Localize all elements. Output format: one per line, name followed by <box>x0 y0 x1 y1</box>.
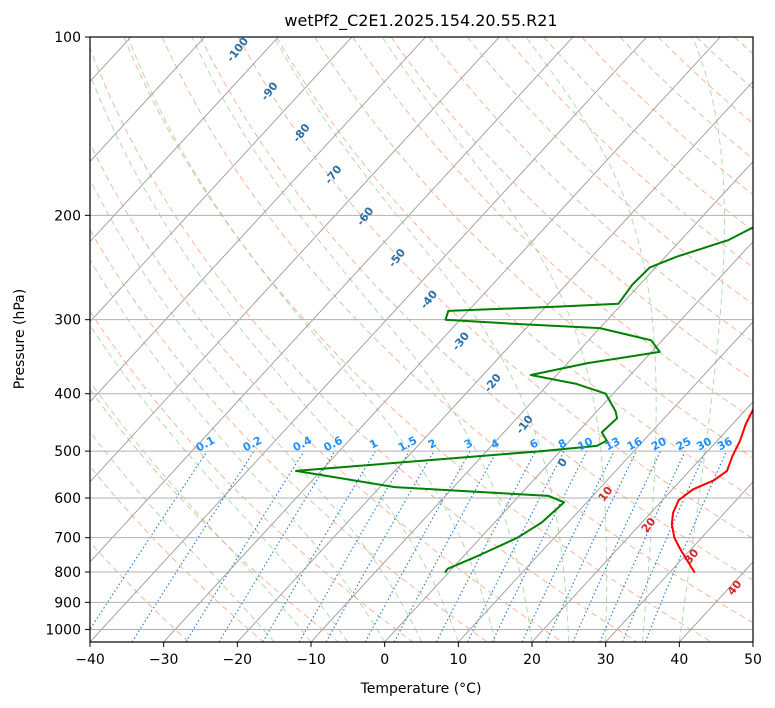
pressure-gridlines <box>90 37 753 630</box>
moist-adiabat <box>273 37 570 642</box>
dry-adiabat <box>390 37 753 381</box>
mixing-ratio-label: 16 <box>625 435 645 454</box>
y-tick-label: 300 <box>54 313 81 329</box>
dry-adiabat <box>199 37 753 581</box>
x-tick-label: 40 <box>670 652 688 668</box>
dry-adiabat <box>581 37 753 196</box>
isotherm-line <box>458 321 753 642</box>
dry-adiabat <box>543 37 753 232</box>
isotherm-line <box>605 481 753 642</box>
moist-adiabat <box>90 72 459 642</box>
moist-adiabat <box>90 178 422 642</box>
dry-adiabat <box>237 37 753 540</box>
isotherm-line <box>90 37 353 323</box>
chart-title: wetPf2_C2E1.2025.154.20.55.R21 <box>284 11 557 31</box>
dry-adiabat <box>428 37 753 343</box>
y-axis-label: Pressure (hPa) <box>12 289 28 389</box>
x-tick-label: −30 <box>149 652 179 668</box>
x-tick-label: 20 <box>523 652 541 668</box>
isotherm-line <box>90 37 500 483</box>
y-tick-label: 800 <box>54 565 81 581</box>
dry-adiabat <box>90 228 488 642</box>
mixing-ratio-line <box>185 450 305 642</box>
plot-frame <box>89 36 754 643</box>
mixing-ratio-label: 36 <box>715 435 735 454</box>
y-tick-label: 100 <box>54 30 81 46</box>
isotherm-line <box>90 37 574 563</box>
y-tick-label: 400 <box>54 387 81 403</box>
y-tick-label: 200 <box>54 208 81 224</box>
profile-series <box>295 226 753 573</box>
dry-adiabats <box>90 37 753 642</box>
dry-adiabat <box>352 37 753 420</box>
mixing-ratio-label: 20 <box>649 435 669 454</box>
isotherm-line <box>531 401 753 642</box>
mixing-ratio-label: 10 <box>575 435 595 454</box>
y-tick-label: 700 <box>54 531 81 547</box>
x-axis-ticks: −40 −30 −20 −10 0 10 20 30 40 50 <box>75 642 762 668</box>
x-tick-label: 0 <box>380 652 389 668</box>
mixing-ratio-line <box>218 450 336 642</box>
x-tick-label: 30 <box>597 652 615 668</box>
x-tick-label: −20 <box>223 652 253 668</box>
mixing-ratio-line <box>467 450 565 642</box>
x-tick-label: −10 <box>296 652 326 668</box>
mixing-ratio-line <box>599 450 686 642</box>
dry-adiabat <box>90 310 414 642</box>
isotherm-line <box>90 37 647 642</box>
dewpoint-profile-line <box>295 226 753 573</box>
isotherm-line <box>237 80 753 642</box>
mixing-ratio-line <box>393 450 498 642</box>
y-tick-label: 500 <box>54 444 81 460</box>
x-tick-label: 50 <box>744 652 762 668</box>
dry-adiabat <box>276 37 753 499</box>
plot-area: -100-90-80-70-60-50-40-30-20-10010203040… <box>90 37 753 642</box>
moist-adiabat <box>191 37 533 642</box>
mixing-ratio-line <box>364 450 471 642</box>
mixing-ratio-label: 25 <box>674 435 694 454</box>
y-tick-label: 600 <box>54 491 81 507</box>
y-axis-ticks: 100 200 300 400 500 600 700 800 900 1000 <box>45 30 90 638</box>
moist-adiabat <box>90 324 349 642</box>
x-tick-label: 10 <box>449 652 467 668</box>
isotherm-line <box>90 37 279 243</box>
temperature-profile-line <box>670 407 753 573</box>
skewed-isotherms <box>90 37 753 642</box>
dry-adiabat <box>161 37 753 624</box>
isotherm-line <box>163 37 721 642</box>
y-tick-label: 1000 <box>45 622 81 638</box>
isotherm-line <box>310 160 753 642</box>
mixing-ratio-line <box>491 450 588 642</box>
dry-adiabat <box>90 47 638 642</box>
dry-adiabat <box>90 388 339 642</box>
y-tick-label: 900 <box>54 595 81 611</box>
mixing-ratio-line <box>131 450 255 642</box>
isotherm-line <box>90 37 205 163</box>
isotherm-line <box>90 37 426 403</box>
mixing-ratio-label: 13 <box>603 435 623 454</box>
mixing-ratio-line <box>325 450 435 642</box>
dry-adiabat <box>466 37 753 305</box>
dry-adiabat <box>123 37 712 642</box>
moist-adiabat <box>525 37 657 642</box>
isotherm-line <box>384 240 753 642</box>
mixing-ratio-line <box>90 450 208 631</box>
x-axis-label: Temperature (°C) <box>360 681 482 697</box>
moist-adiabat <box>127 37 496 642</box>
mixing-ratio-label: 30 <box>694 435 714 454</box>
x-tick-label: −40 <box>75 652 105 668</box>
moist-adiabat <box>381 37 608 642</box>
